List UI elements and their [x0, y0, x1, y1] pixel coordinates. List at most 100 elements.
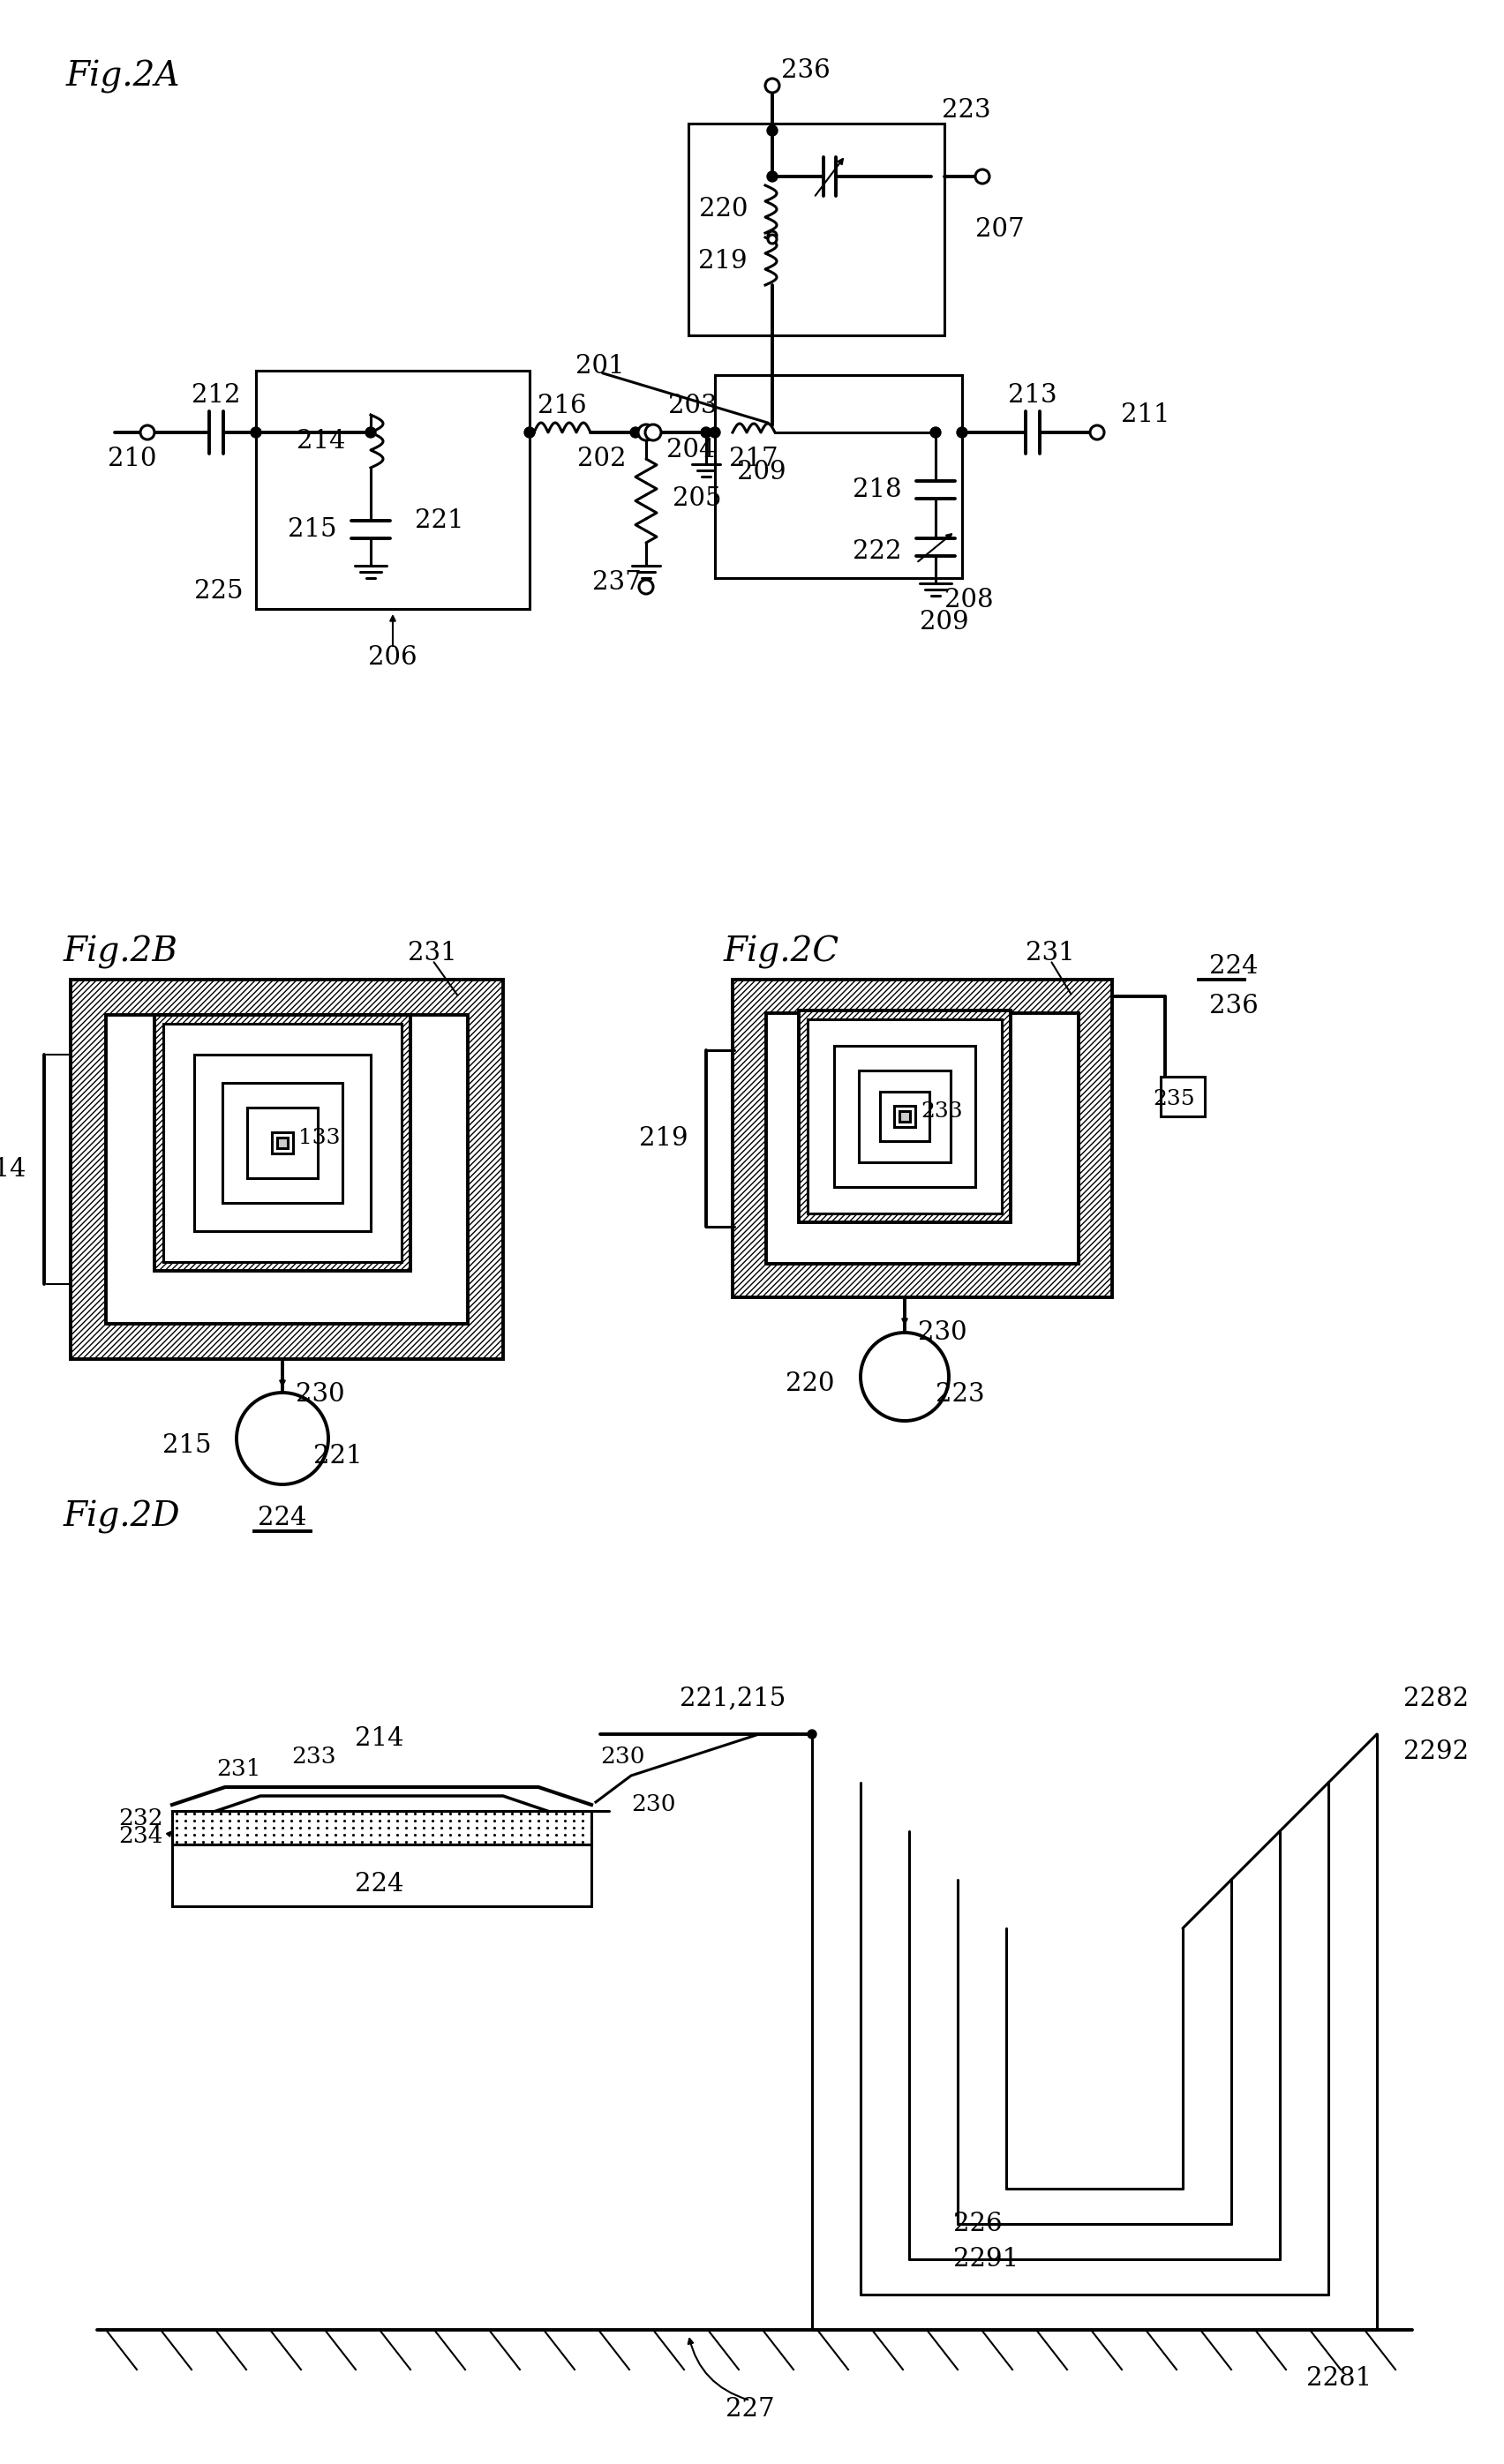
Bar [871, 1082, 938, 1151]
Bar [850, 1062, 960, 1170]
Circle shape [808, 1730, 817, 1740]
Bar [899, 1111, 910, 1121]
Text: 2281: 2281 [1307, 2365, 1372, 2390]
Bar [164, 1023, 402, 1262]
Text: 231: 231 [217, 1759, 260, 1781]
Text: Fig.2A: Fig.2A [66, 59, 180, 94]
Text: 223: 223 [942, 99, 991, 123]
Bar [272, 1133, 293, 1153]
Text: Fig.2C: Fig.2C [723, 936, 839, 968]
Text: 201: 201 [576, 355, 624, 379]
Text: 233: 233 [290, 1745, 335, 1767]
Text: 227: 227 [726, 2397, 775, 2422]
Bar [71, 981, 504, 1360]
Bar [185, 1045, 379, 1239]
Text: 209: 209 [737, 461, 787, 485]
Text: 233: 233 [920, 1101, 963, 1121]
Text: 230: 230 [632, 1794, 675, 1816]
Text: 234: 234 [119, 1826, 164, 1846]
Text: 224: 224 [355, 1873, 405, 1897]
Bar [171, 1846, 591, 1907]
Circle shape [645, 424, 662, 441]
Bar [766, 1013, 1078, 1264]
Text: 204: 204 [666, 439, 716, 463]
Text: 236: 236 [781, 59, 830, 84]
Bar [256, 370, 529, 609]
Circle shape [710, 426, 720, 439]
Text: 214: 214 [296, 429, 346, 453]
Text: 220: 220 [698, 197, 747, 222]
Text: 226: 226 [954, 2213, 1002, 2237]
Bar [194, 1055, 370, 1232]
Text: 230: 230 [600, 1745, 645, 1767]
Bar [808, 1020, 1002, 1212]
Text: 221,215: 221,215 [680, 1685, 785, 1710]
Text: 133: 133 [298, 1129, 340, 1148]
Text: 209: 209 [920, 609, 969, 636]
Bar [859, 1069, 951, 1163]
Text: 2291: 2291 [954, 2247, 1018, 2272]
Circle shape [767, 126, 778, 136]
Text: 212: 212 [191, 382, 241, 407]
Bar [893, 1106, 916, 1126]
Bar [799, 1010, 1011, 1222]
Text: 215: 215 [162, 1434, 212, 1459]
Text: 205: 205 [672, 485, 722, 510]
Text: 208: 208 [945, 589, 994, 614]
Circle shape [769, 234, 776, 244]
Text: 219: 219 [639, 1126, 689, 1151]
Text: 224: 224 [1209, 954, 1259, 978]
Text: 223: 223 [935, 1382, 985, 1407]
Text: 232: 232 [119, 1806, 164, 1828]
Text: 2292: 2292 [1403, 1740, 1469, 1764]
Text: 231: 231 [408, 941, 457, 966]
Bar [105, 1015, 468, 1323]
Bar [689, 123, 945, 335]
Text: 220: 220 [785, 1372, 835, 1397]
Text: 237: 237 [593, 569, 642, 594]
Text: 213: 213 [1008, 382, 1057, 407]
Text: 225: 225 [194, 579, 242, 604]
Text: 236: 236 [1209, 993, 1259, 1018]
Text: 221: 221 [415, 508, 463, 532]
Text: 218: 218 [853, 478, 902, 503]
Circle shape [957, 426, 967, 439]
Circle shape [860, 1333, 949, 1422]
Circle shape [639, 579, 653, 594]
Bar [880, 1092, 929, 1141]
Bar [155, 1015, 411, 1271]
Circle shape [975, 170, 990, 182]
Circle shape [525, 426, 535, 439]
Circle shape [630, 426, 641, 439]
Text: 214: 214 [355, 1727, 405, 1752]
Text: 2282: 2282 [1403, 1685, 1469, 1710]
Bar [247, 1106, 317, 1178]
Text: 217: 217 [729, 446, 778, 471]
Text: Fig.2D: Fig.2D [63, 1501, 180, 1533]
Circle shape [766, 79, 779, 94]
Circle shape [251, 426, 262, 439]
Bar [732, 981, 1111, 1299]
Text: 214: 214 [0, 1158, 27, 1183]
Text: 224: 224 [259, 1506, 307, 1530]
Bar [223, 1082, 343, 1202]
Text: 215: 215 [289, 517, 337, 542]
Text: 216: 216 [538, 394, 587, 419]
Text: 206: 206 [368, 646, 417, 670]
Text: 211: 211 [1120, 402, 1170, 426]
Text: Fig.2B: Fig.2B [63, 936, 179, 968]
Bar [277, 1138, 287, 1148]
Circle shape [701, 426, 711, 439]
Text: 207: 207 [975, 217, 1024, 241]
Text: 231: 231 [1026, 941, 1075, 966]
Circle shape [931, 426, 942, 439]
Bar [835, 1045, 975, 1188]
Circle shape [1090, 426, 1104, 439]
Text: 222: 222 [853, 540, 902, 564]
Circle shape [140, 426, 155, 439]
Circle shape [767, 170, 778, 182]
Text: 210: 210 [108, 446, 156, 471]
Bar [238, 1099, 326, 1188]
Circle shape [638, 424, 654, 441]
Text: 230: 230 [917, 1321, 967, 1345]
